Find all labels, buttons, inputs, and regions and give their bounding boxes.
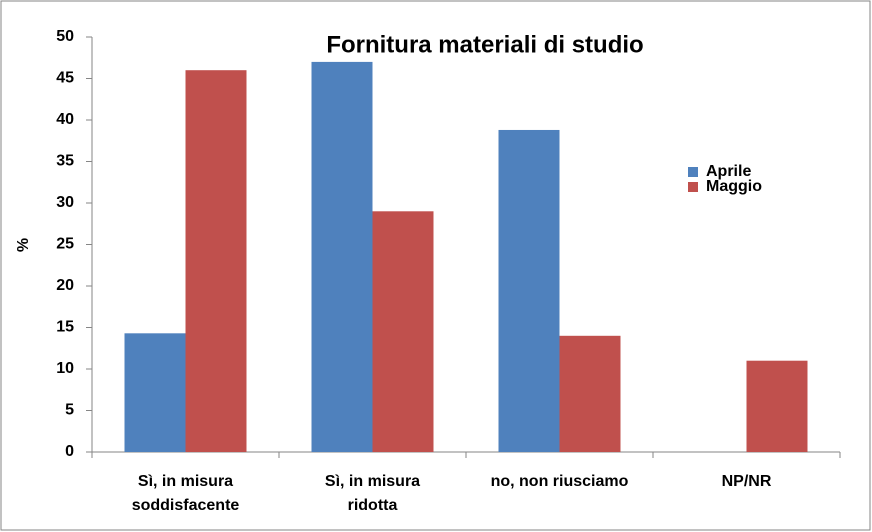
chart-title: Fornitura materiali di studio [326, 31, 643, 58]
y-tick-label: 45 [56, 70, 74, 87]
y-tick-label: 20 [56, 277, 74, 294]
x-tick-label: NP/NR [722, 473, 772, 490]
bar [124, 333, 186, 452]
x-tick-label: Sì, in misura soddisfacente [132, 473, 240, 514]
y-tick-label: 50 [56, 28, 74, 45]
legend-swatch [688, 167, 698, 177]
bar [559, 335, 621, 452]
legend-label: Maggio [706, 178, 762, 195]
legend-label: Aprile [706, 163, 751, 180]
bar [746, 360, 808, 452]
x-tick-label: no, non riusciamo [491, 473, 629, 490]
bar [185, 70, 247, 452]
y-tick-label: 25 [56, 236, 74, 253]
y-tick-label: 15 [56, 319, 74, 336]
y-tick-label: 5 [65, 402, 74, 419]
x-tick-label: Sì, in misura ridotta [325, 473, 420, 514]
bar [498, 129, 560, 452]
y-tick-label: 0 [65, 443, 74, 460]
legend-swatch [688, 182, 698, 192]
y-tick-label: 30 [56, 194, 74, 211]
bar [311, 61, 373, 453]
y-tick-label: 40 [56, 111, 74, 128]
y-tick-label: 35 [56, 153, 74, 170]
y-tick-label: 10 [56, 360, 74, 377]
y-axis-label: % [15, 238, 32, 252]
bar [372, 211, 434, 452]
